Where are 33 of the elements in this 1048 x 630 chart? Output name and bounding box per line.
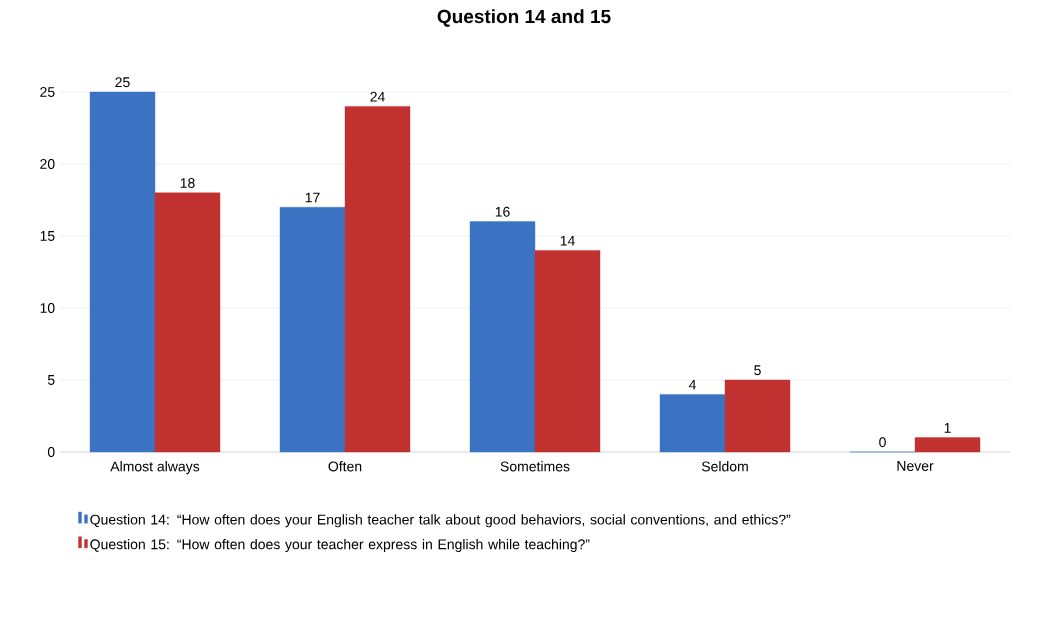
y-tick-label: 10 xyxy=(40,303,55,313)
x-tick-label: Sometimes xyxy=(500,461,570,472)
data-label: 24 xyxy=(370,91,385,102)
legend-label: Question 14: “How often does your English teacher talk about good behaviors, social conventions, and ethics?” xyxy=(90,514,791,528)
bar xyxy=(344,106,411,453)
bar xyxy=(534,250,601,453)
y-tick-label: 20 xyxy=(40,159,55,169)
x-tick-label: Seldom xyxy=(701,461,748,472)
data-label: 0 xyxy=(879,437,886,448)
data-label: 1 xyxy=(944,423,951,433)
bar xyxy=(914,437,981,453)
bar xyxy=(724,379,791,453)
data-label: 18 xyxy=(180,178,195,188)
data-label: 4 xyxy=(688,379,696,390)
legend-label: Question 15: “How often does your teacher express in English while teaching?” xyxy=(90,538,590,553)
bar xyxy=(89,91,156,453)
y-tick-label: 25 xyxy=(40,87,55,97)
bar xyxy=(469,221,536,453)
y-tick-label: 15 xyxy=(40,231,55,241)
bar xyxy=(279,207,346,453)
data-label: 16 xyxy=(495,206,510,217)
data-label: 14 xyxy=(560,235,575,246)
x-tick-label: Often xyxy=(328,461,362,472)
data-label: 17 xyxy=(305,192,320,203)
y-tick-label: 5 xyxy=(47,375,55,385)
y-tick-label: 0 xyxy=(47,447,55,457)
x-tick-label: Almost always xyxy=(110,461,200,475)
data-label: 25 xyxy=(115,77,130,88)
bar xyxy=(154,192,221,453)
bar xyxy=(659,394,726,453)
x-tick-label: Never xyxy=(897,461,934,471)
chart-title: Question 14 and 15 xyxy=(437,9,611,27)
data-label: 5 xyxy=(754,365,761,376)
